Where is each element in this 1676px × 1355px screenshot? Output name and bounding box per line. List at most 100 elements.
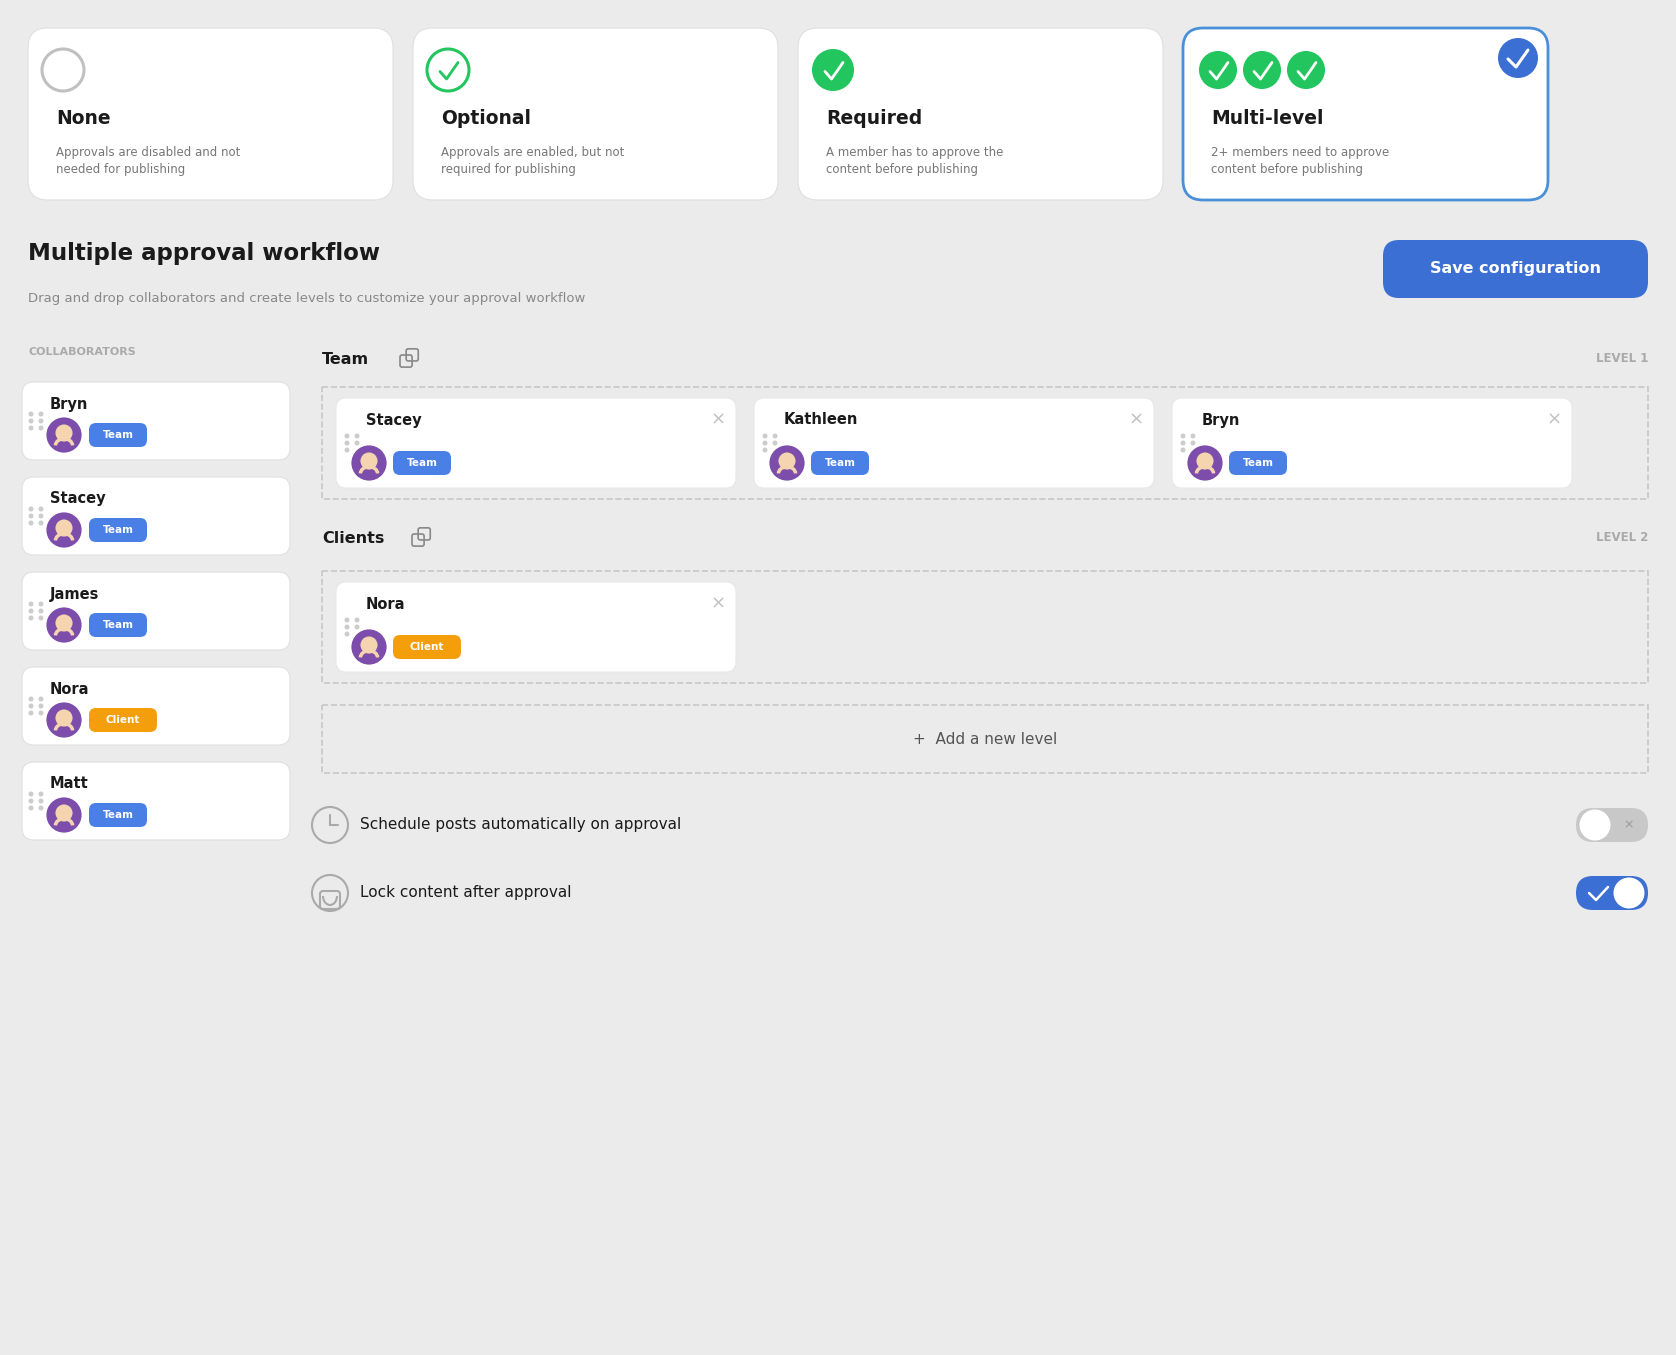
Text: Drag and drop collaborators and create levels to customize your approval workflo: Drag and drop collaborators and create l… [28,291,585,305]
Text: Client: Client [411,642,444,652]
Circle shape [1187,444,1223,482]
Circle shape [45,795,84,833]
Circle shape [39,798,44,804]
FancyBboxPatch shape [22,762,290,840]
Circle shape [345,447,350,453]
Text: Optional: Optional [441,108,531,127]
Circle shape [1180,447,1185,453]
Circle shape [345,440,350,446]
FancyBboxPatch shape [1575,875,1648,911]
Text: Lock content after approval: Lock content after approval [360,886,572,901]
Circle shape [39,805,44,810]
Circle shape [1180,440,1185,446]
Circle shape [345,618,350,622]
Circle shape [350,627,389,667]
FancyBboxPatch shape [335,398,736,488]
FancyBboxPatch shape [798,28,1163,201]
Text: Save configuration: Save configuration [1430,262,1601,276]
Circle shape [28,615,34,621]
FancyBboxPatch shape [754,398,1155,488]
FancyBboxPatch shape [89,423,147,447]
Text: COLLABORATORS: COLLABORATORS [28,347,136,356]
Circle shape [1287,51,1326,89]
Circle shape [1190,434,1195,439]
Circle shape [763,447,768,453]
Text: Team: Team [102,430,134,440]
Text: Team: Team [1242,458,1274,467]
Text: ×: × [711,595,726,612]
Circle shape [28,798,34,804]
Circle shape [345,631,350,637]
Circle shape [55,519,72,537]
FancyBboxPatch shape [1172,398,1572,488]
Circle shape [773,447,778,453]
Circle shape [811,49,855,91]
Text: Clients: Clients [322,531,384,546]
Circle shape [1180,434,1185,439]
Text: Approvals are enabled, but not
required for publishing: Approvals are enabled, but not required … [441,146,625,176]
Circle shape [28,791,34,797]
Text: Bryn: Bryn [1202,412,1240,427]
FancyBboxPatch shape [811,451,868,476]
Circle shape [39,412,44,416]
Circle shape [778,453,796,470]
Text: Nora: Nora [365,596,406,611]
Text: Client: Client [106,715,141,725]
FancyBboxPatch shape [22,477,290,556]
Circle shape [28,696,34,702]
Circle shape [773,440,778,446]
Circle shape [28,608,34,614]
Circle shape [763,440,768,446]
Circle shape [28,514,34,519]
FancyBboxPatch shape [22,382,290,459]
Text: Team: Team [825,458,855,467]
Text: Multiple approval workflow: Multiple approval workflow [28,243,380,266]
Circle shape [45,606,84,644]
Circle shape [28,805,34,810]
FancyBboxPatch shape [89,518,147,542]
Circle shape [28,507,34,511]
Circle shape [1190,447,1195,453]
Text: ×: × [711,411,726,430]
Circle shape [55,614,72,631]
Circle shape [28,412,34,416]
Circle shape [39,791,44,797]
Circle shape [360,453,377,470]
Text: Team: Team [102,621,134,630]
Circle shape [1198,51,1237,89]
Circle shape [28,703,34,709]
Circle shape [355,625,359,630]
Circle shape [28,710,34,715]
FancyBboxPatch shape [89,612,147,637]
Text: Approvals are disabled and not
needed for publishing: Approvals are disabled and not needed fo… [55,146,240,176]
Text: Bryn: Bryn [50,397,89,412]
Circle shape [45,416,84,454]
Circle shape [39,602,44,607]
Circle shape [1190,440,1195,446]
Text: +  Add a new level: + Add a new level [913,732,1058,747]
Circle shape [350,444,389,482]
Circle shape [39,615,44,621]
Circle shape [773,434,778,439]
Text: A member has to approve the
content before publishing: A member has to approve the content befo… [826,146,1004,176]
Circle shape [39,520,44,526]
Circle shape [763,434,768,439]
Text: None: None [55,108,111,127]
FancyBboxPatch shape [1383,240,1648,298]
Text: Kathleen: Kathleen [784,412,858,427]
Text: Stacey: Stacey [365,412,422,427]
FancyBboxPatch shape [392,451,451,476]
Text: Required: Required [826,108,922,127]
Text: James: James [50,587,99,602]
Circle shape [45,701,84,738]
Circle shape [28,602,34,607]
FancyBboxPatch shape [28,28,392,201]
Circle shape [55,805,72,821]
Circle shape [28,520,34,526]
Text: 2+ members need to approve
content before publishing: 2+ members need to approve content befor… [1212,146,1389,176]
FancyBboxPatch shape [1183,28,1549,201]
Circle shape [355,447,359,453]
Circle shape [55,710,72,726]
Circle shape [39,507,44,511]
Text: ×: × [1547,411,1562,430]
